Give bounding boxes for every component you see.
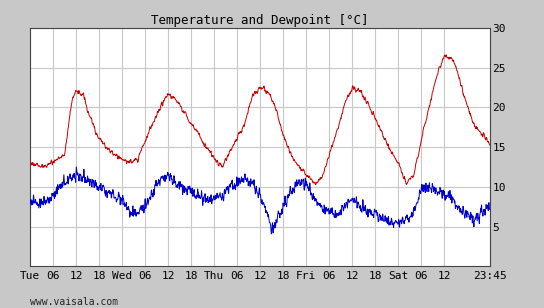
Text: www.vaisala.com: www.vaisala.com <box>30 297 118 307</box>
Title: Temperature and Dewpoint [°C]: Temperature and Dewpoint [°C] <box>151 14 368 26</box>
